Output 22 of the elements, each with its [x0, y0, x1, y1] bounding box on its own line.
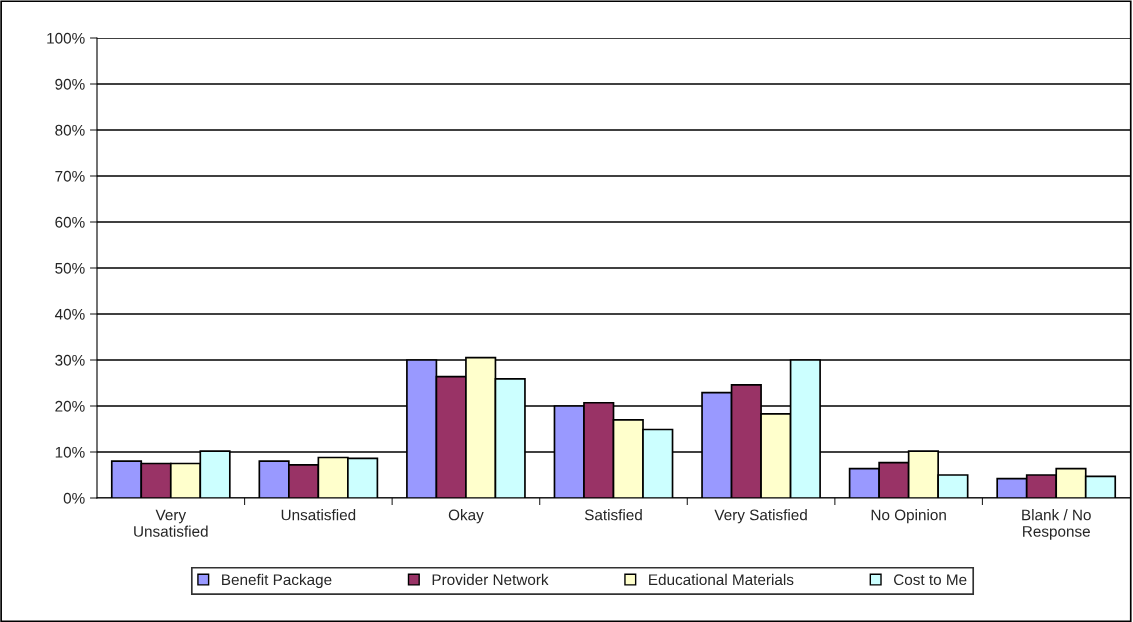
y-tick-label: 30% [55, 354, 85, 366]
x-tick-label: No Opinion [871, 509, 946, 524]
legend-label: Provider Network [432, 573, 549, 586]
legend-label: Cost to Me [894, 574, 967, 586]
y-tick-label: 70% [55, 170, 85, 182]
legend-label: Educational Materials [649, 573, 794, 586]
x-tick-label: Blank / No Response [1022, 509, 1091, 540]
y-tick-label: 10% [55, 446, 85, 458]
y-tick-label: 100% [47, 32, 85, 44]
x-tick-label: Very Satisfied [714, 509, 807, 524]
x-tick-label: Unsatisfied [281, 509, 356, 521]
y-tick-label: 90% [55, 78, 85, 90]
y-tick-label: 40% [54, 308, 85, 320]
y-tick-label: 80% [55, 124, 85, 136]
x-tick-label: Okay [448, 509, 484, 524]
x-tick-label: Satisfied [584, 509, 642, 521]
y-tick-label: 60% [55, 216, 85, 228]
y-tick-label: 20% [55, 400, 85, 412]
x-tick-label: Very Unsatisfied [134, 509, 208, 537]
y-tick-label: 0% [63, 492, 85, 504]
legend-label: Benefit Package [222, 573, 332, 589]
y-tick-label: 50% [55, 262, 85, 274]
